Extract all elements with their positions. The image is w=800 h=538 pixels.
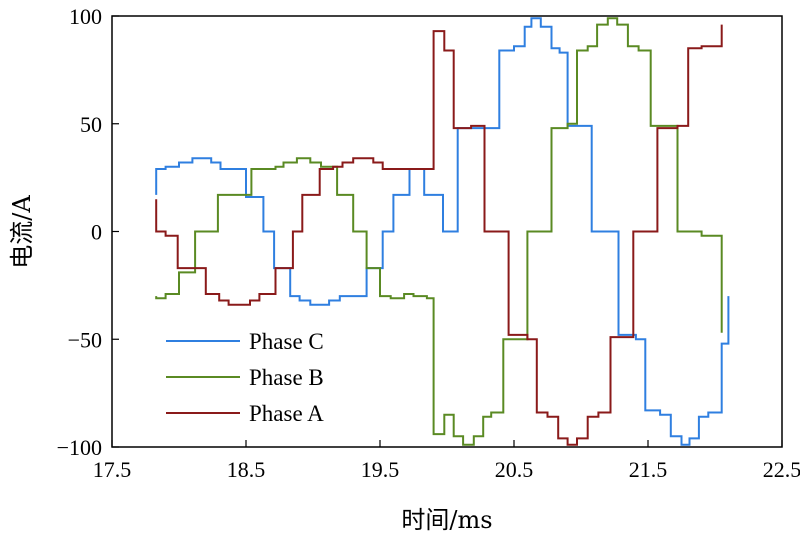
legend: Phase C Phase B Phase A (166, 329, 324, 426)
x-tick-label: 20.5 (495, 457, 534, 482)
legend-label-phase-a: Phase A (249, 401, 324, 426)
series-layer (155, 17, 730, 446)
y-axis-title: 电流/A (8, 195, 36, 269)
y-tick-label: 100 (69, 4, 102, 29)
x-tick-label: 21.5 (629, 457, 668, 482)
x-axis-title: 时间/ms (401, 506, 492, 534)
x-tick-label: 18.5 (227, 457, 266, 482)
y-tick-label: 0 (91, 220, 102, 245)
legend-label-phase-b: Phase B (249, 365, 324, 390)
y-tick-label: −50 (68, 327, 102, 352)
tick-layer: 17.5 18.5 19.5 20.5 21.5 22.5 100 50 0 −50 −100 (57, 4, 800, 482)
y-tick-label: 50 (80, 112, 102, 137)
y-tick-label: −100 (57, 435, 102, 460)
series-line-phase-a (155, 24, 723, 446)
x-tick-label: 17.5 (93, 457, 132, 482)
x-tick-label: 22.5 (763, 457, 800, 482)
legend-label-phase-c: Phase C (249, 329, 324, 354)
series-line-phase-b (155, 17, 723, 446)
x-tick-label: 19.5 (361, 457, 400, 482)
